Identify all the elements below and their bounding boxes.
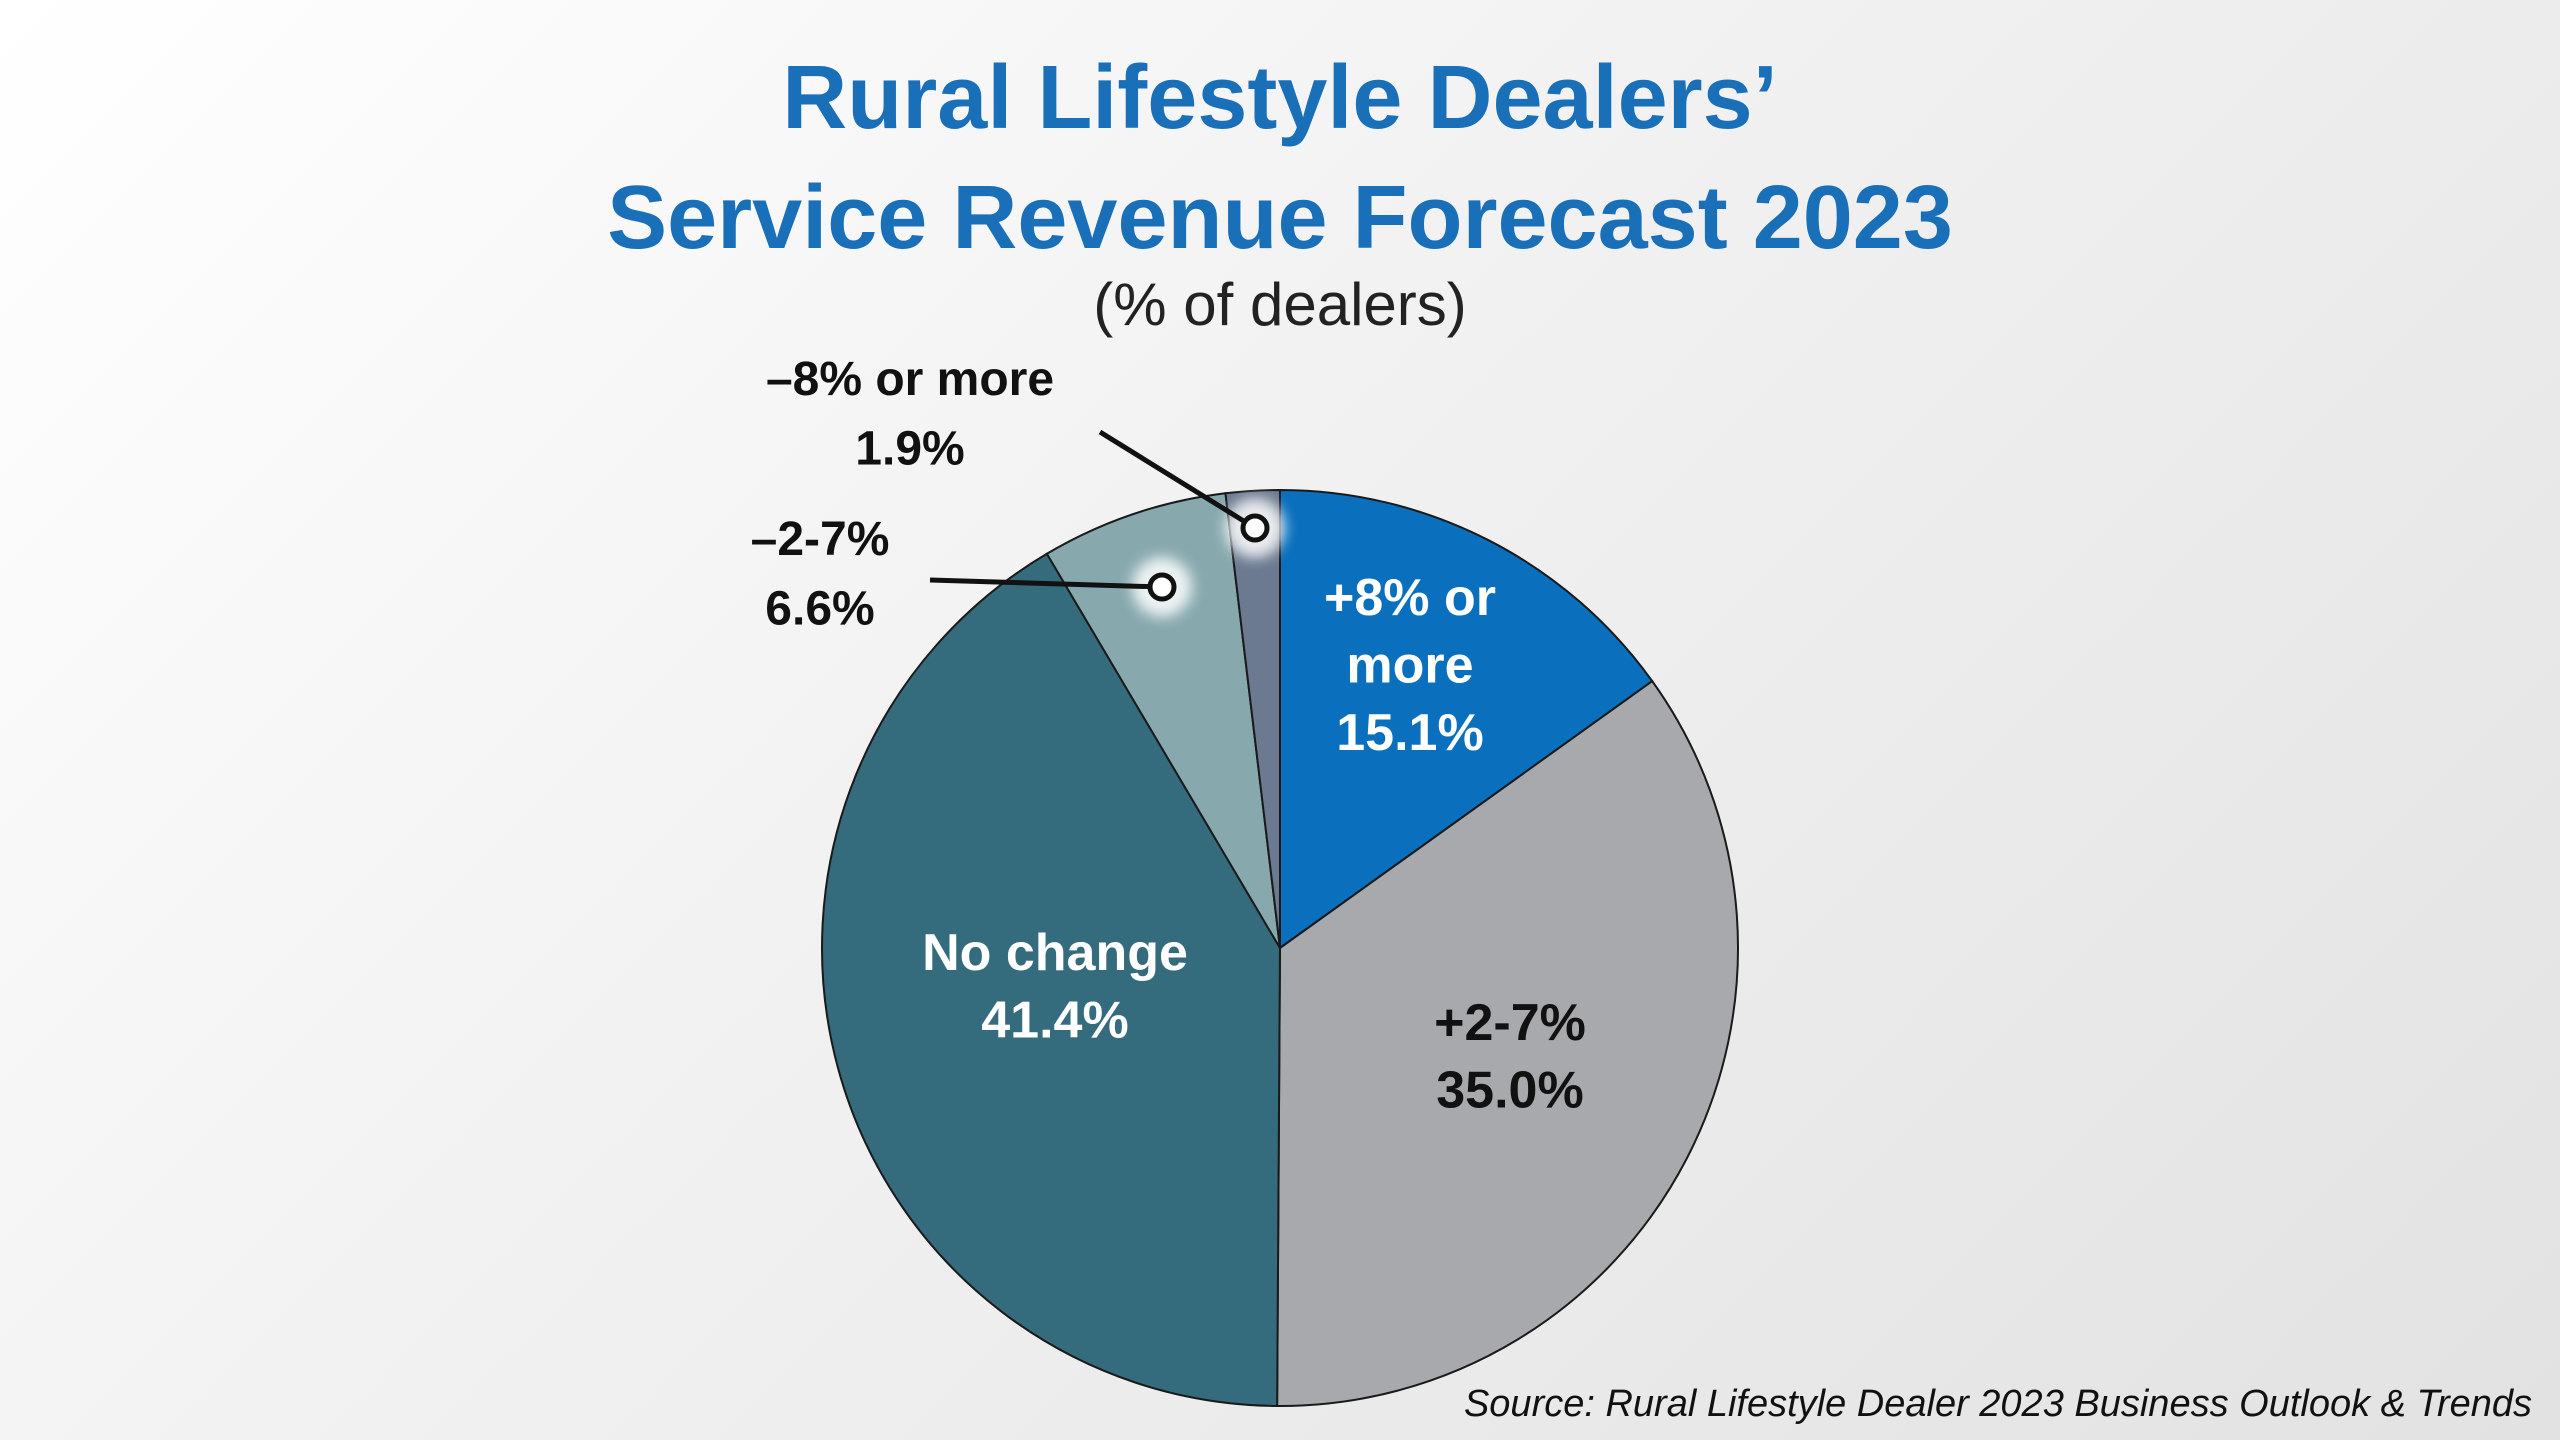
callout-dot-4: [1147, 572, 1177, 602]
slice-value-label-2: 35.0%: [1436, 1062, 1583, 1120]
slice-value-label-4: 6.6%: [765, 583, 874, 636]
pie-slice-4: [1045, 492, 1281, 949]
pie-slice-2: [1276, 679, 1739, 1407]
callout-dot-5: [1240, 513, 1270, 543]
slice-category-label-4: –2-7%: [751, 513, 890, 566]
slice-category-label-2: +2-7%: [1434, 994, 1586, 1052]
slice-category-label-5: –8% or more: [766, 353, 1054, 406]
chart-title-line-1: Rural Lifestyle Dealers’: [782, 48, 1778, 148]
pie-slice-1: [1279, 488, 1654, 950]
chart-title: Rural Lifestyle Dealers’ Service Revenue…: [0, 38, 2560, 278]
chart-subtitle: (% of dealers): [1093, 271, 1467, 338]
slice-category-label-3: No change: [922, 924, 1188, 982]
chart-title-line-2: Service Revenue Forecast 2023: [607, 168, 1953, 268]
slice-value-label-5: 1.9%: [855, 423, 964, 476]
callout-line-5: [1098, 429, 1257, 531]
callout-line-4: [929, 577, 1163, 590]
pie-slice-5: [1224, 488, 1281, 949]
slice-category-label-1: more: [1346, 637, 1473, 695]
slice-category-label-1: +8% or: [1324, 569, 1496, 627]
slice-value-label-1: 15.1%: [1336, 704, 1483, 762]
source-note: Source: Rural Lifestyle Dealer 2023 Busi…: [1463, 1383, 2532, 1425]
pie-slice-3: [821, 552, 1282, 1407]
slice-value-label-3: 41.4%: [981, 992, 1128, 1050]
